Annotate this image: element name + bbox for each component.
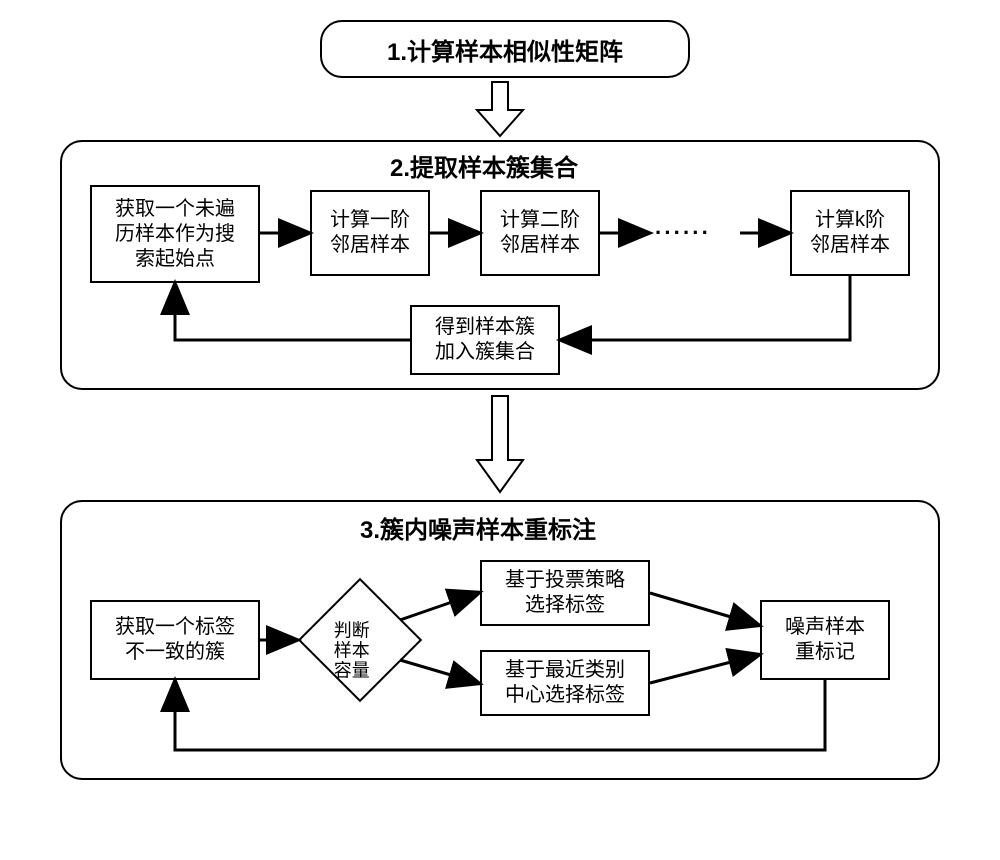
- flowchart-canvas: 1.计算样本相似性矩阵 2.提取样本簇集合 获取一个未遍 历样本作为搜 索起始点…: [20, 20, 980, 840]
- s3-arrows: [20, 20, 980, 820]
